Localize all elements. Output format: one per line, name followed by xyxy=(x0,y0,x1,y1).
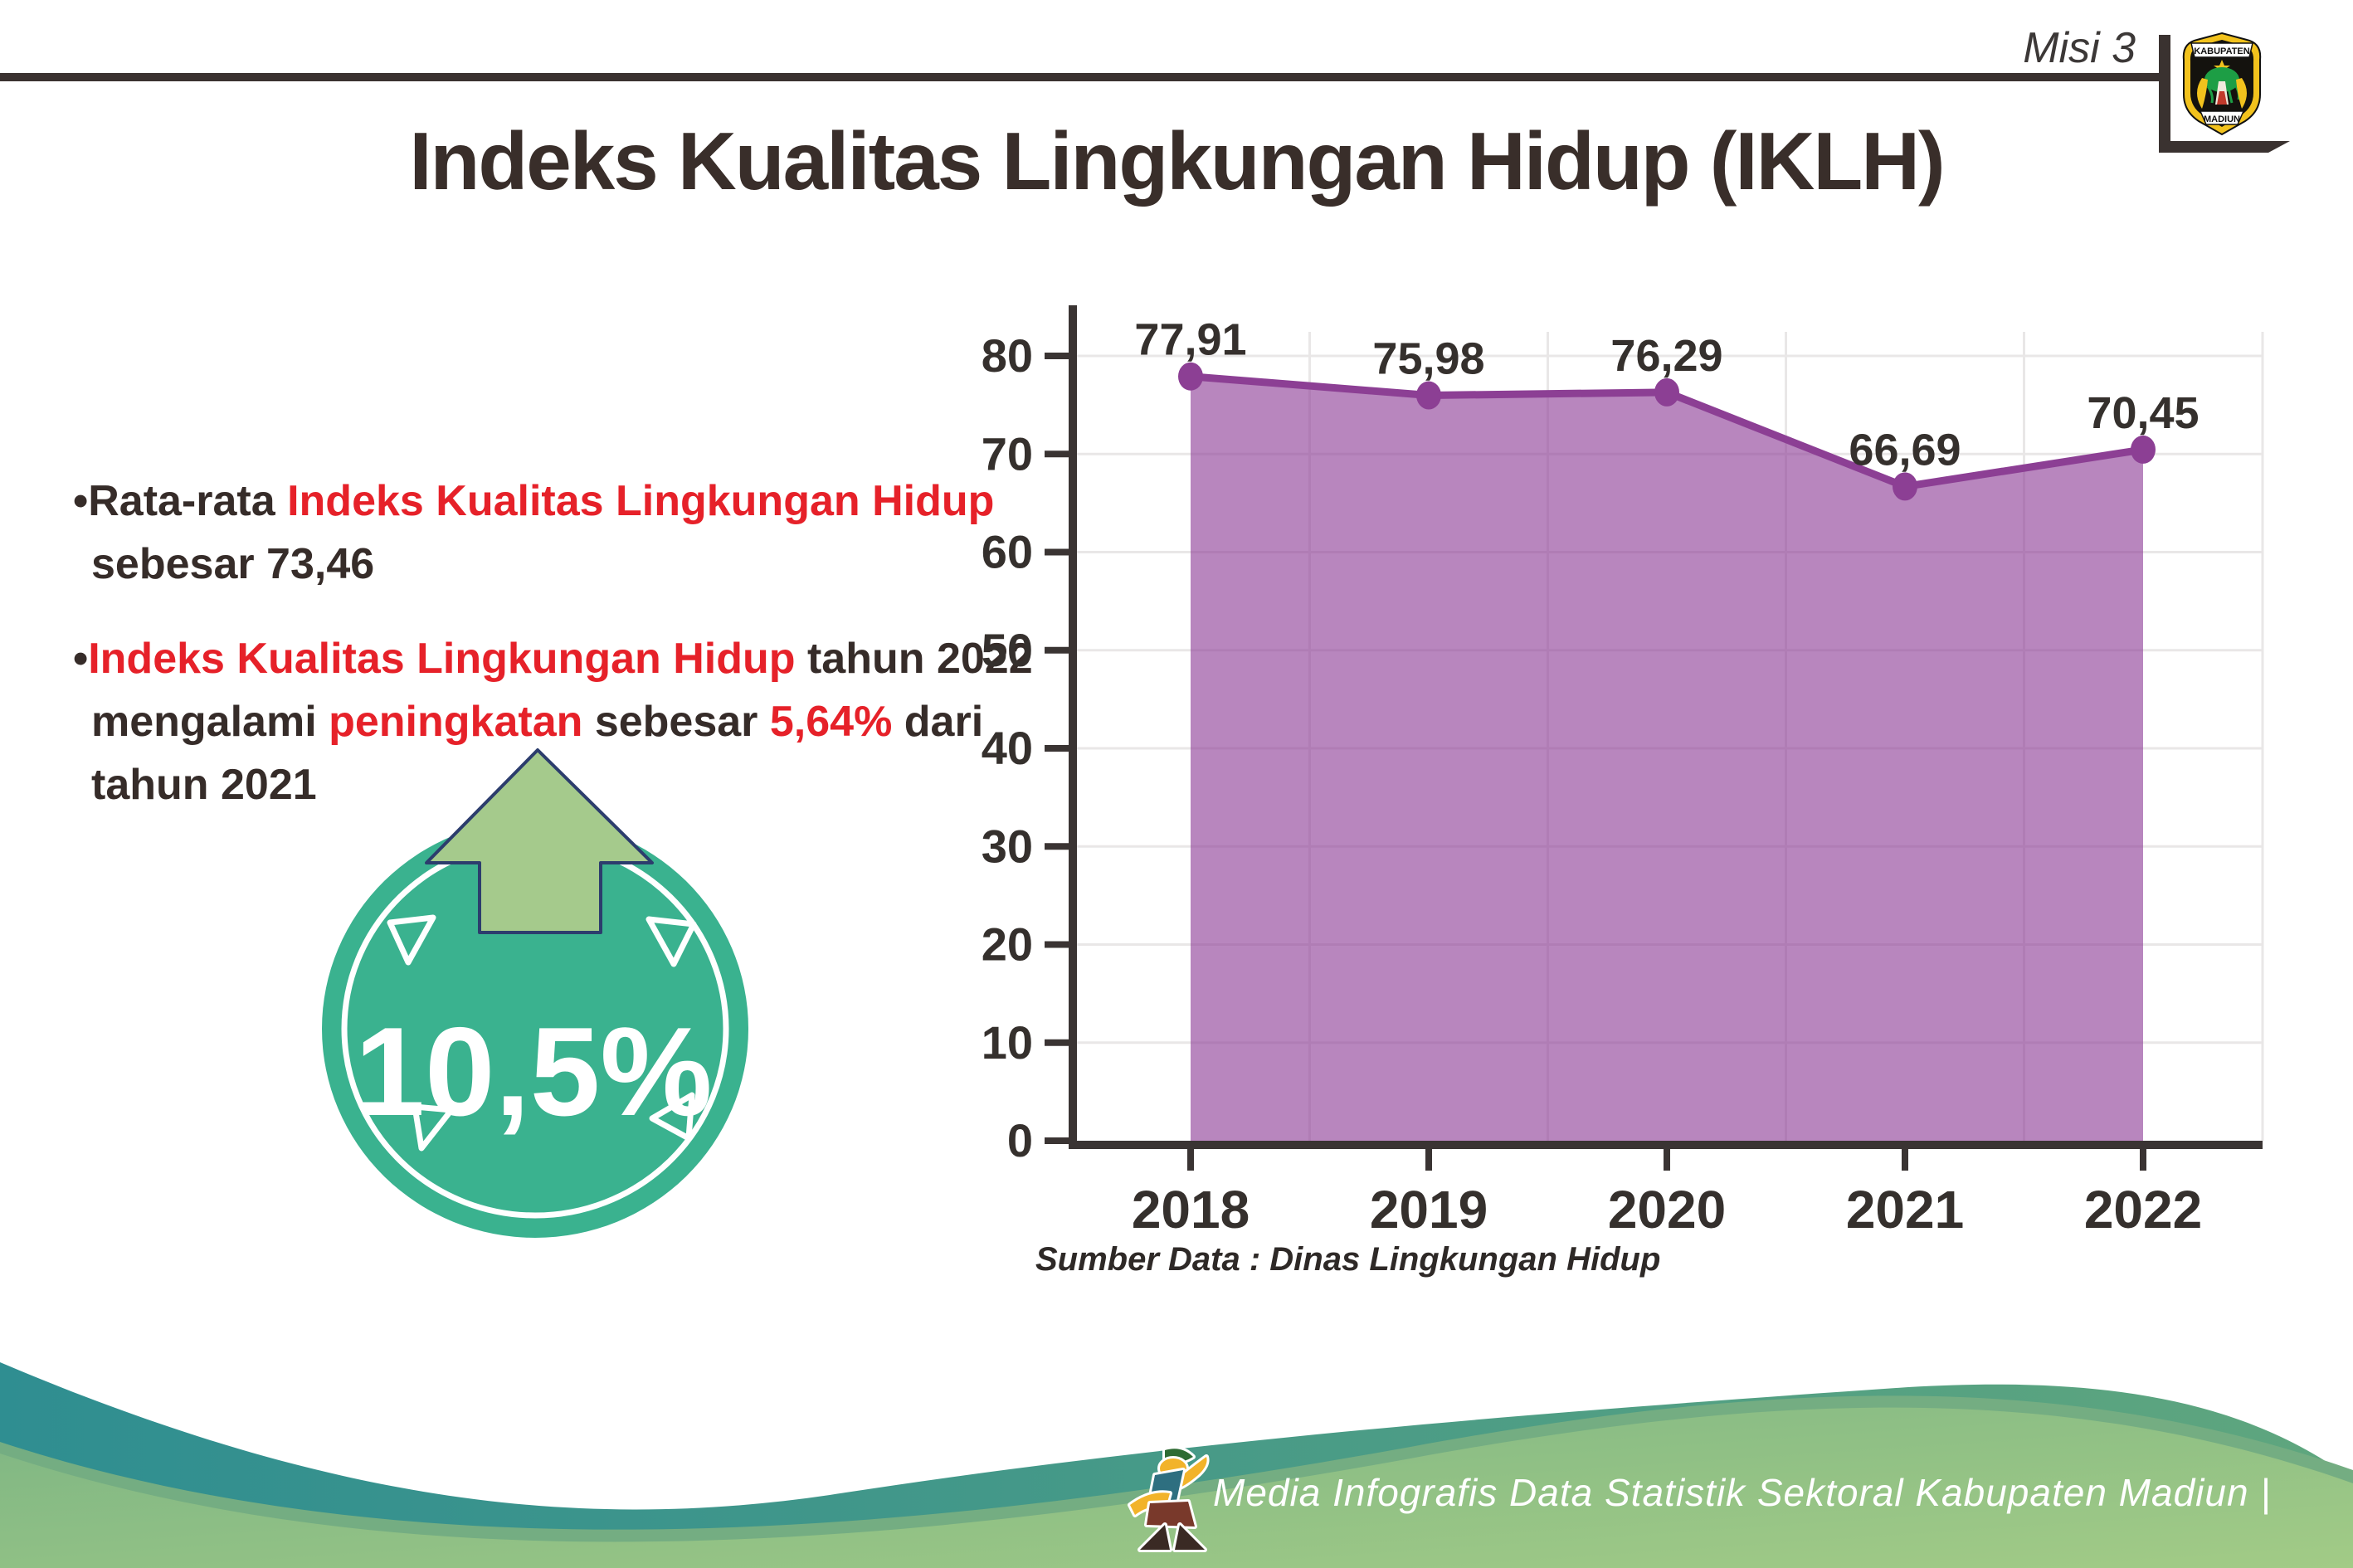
bullet-line: tahun 2021 xyxy=(91,761,317,809)
data-label: 76,29 xyxy=(1610,331,1722,381)
badge-value: 10,5% xyxy=(355,1001,713,1142)
header-divider: KABUPATEN MADIUN xyxy=(0,32,2290,153)
x-tick-label: 2021 xyxy=(1846,1180,1964,1239)
logo-top-banner-text: KABUPATEN xyxy=(2194,46,2249,56)
badge-accent-triangles xyxy=(387,914,697,1152)
x-tick-label: 2022 xyxy=(2084,1180,2202,1239)
y-tick xyxy=(1045,548,1073,556)
data-label: 77,91 xyxy=(1134,315,1246,365)
x-tick-label: 2019 xyxy=(1370,1180,1488,1239)
x-tick xyxy=(1902,1149,1908,1171)
growth-badge: 10,5% xyxy=(322,748,748,1238)
kabupaten-madiun-logo-icon: KABUPATEN MADIUN xyxy=(2182,32,2262,136)
area-fill xyxy=(1191,376,2143,1142)
y-tick-label: 0 xyxy=(1007,1114,1033,1166)
data-point-marker xyxy=(1654,377,1679,407)
y-tick xyxy=(1045,745,1073,752)
footer-caption: Media Infografis Data Statistik Sektoral… xyxy=(1213,1471,2272,1514)
bullet-line: •Indeks Kualitas Lingkungan Hidup tahun … xyxy=(73,635,1033,683)
y-tick xyxy=(1045,843,1073,850)
x-tick xyxy=(1664,1149,1670,1171)
chart-source-note: Sumber Data : Dinas Lingkungan Hidup xyxy=(1035,1241,1661,1278)
y-tick xyxy=(1045,1039,1073,1046)
y-tick-label: 40 xyxy=(982,722,1033,774)
y-tick-label: 20 xyxy=(982,918,1033,971)
data-point-marker xyxy=(1178,362,1203,391)
y-tick xyxy=(1045,941,1073,948)
x-tick xyxy=(1425,1149,1432,1171)
logo-bottom-banner-text: MADIUN xyxy=(2204,114,2240,124)
x-tick-label: 2018 xyxy=(1132,1180,1250,1239)
y-axis-line xyxy=(1069,305,1077,1149)
logo-bracket-horizontal xyxy=(2159,141,2290,153)
bullet-iklh-increase: •Indeks Kualitas Lingkungan Hidup tahun … xyxy=(73,627,1033,816)
data-point-marker xyxy=(1416,381,1441,410)
data-label: 66,69 xyxy=(1849,425,1961,475)
y-tick-label: 80 xyxy=(982,329,1033,382)
y-tick xyxy=(1045,646,1073,654)
y-tick-label: 70 xyxy=(982,427,1033,480)
x-axis-line xyxy=(1069,1141,2263,1149)
bullet-dot: • xyxy=(73,477,89,525)
header-rule-line xyxy=(0,73,2164,81)
data-label: 75,98 xyxy=(1372,334,1484,384)
logo-bracket-vertical xyxy=(2159,35,2170,153)
page-title: Indeks Kualitas Lingkungan Hidup (IKLH) xyxy=(409,115,1945,207)
data-label: 70,45 xyxy=(2087,388,2199,438)
y-tick xyxy=(1045,353,1073,359)
y-tick-label: 30 xyxy=(982,820,1033,872)
y-tick xyxy=(1045,1137,1073,1144)
mission-tag: Misi 3 xyxy=(2023,24,2136,72)
x-tick xyxy=(2140,1149,2146,1171)
bullet-line: mengalami peningkatan sebesar 5,64% dari xyxy=(91,698,984,746)
y-tick xyxy=(1045,450,1073,458)
y-tick-label: 50 xyxy=(982,624,1033,676)
y-tick-label: 10 xyxy=(982,1016,1033,1069)
bullet-line: •Rata-rata Indeks Kualitas Lingkungan Hi… xyxy=(73,477,995,525)
iklh-chart-svg: 0 10 20 30 40 50 60 70 80 2018 2019 2020 2021 2022 77,… xyxy=(982,305,2264,1239)
bullet-dot: • xyxy=(73,635,89,683)
x-tick xyxy=(1187,1149,1194,1171)
dancer-mascot-icon xyxy=(1128,1446,1210,1552)
x-tick-label: 2020 xyxy=(1608,1180,1726,1239)
data-point-marker xyxy=(2131,435,2156,464)
arrow-up-icon xyxy=(425,748,654,934)
footer-green-band xyxy=(0,1407,2353,1568)
iklh-area-chart: 0 10 20 30 40 50 60 70 80 2018 2019 2020 2021 2022 77,… xyxy=(938,282,2353,1319)
y-tick-label: 60 xyxy=(982,526,1033,578)
bullet-line: sebesar 73,46 xyxy=(91,540,375,588)
bullet-average-iklh: •Rata-rata Indeks Kualitas Lingkungan Hi… xyxy=(73,470,994,596)
data-point-marker xyxy=(1893,472,1917,501)
